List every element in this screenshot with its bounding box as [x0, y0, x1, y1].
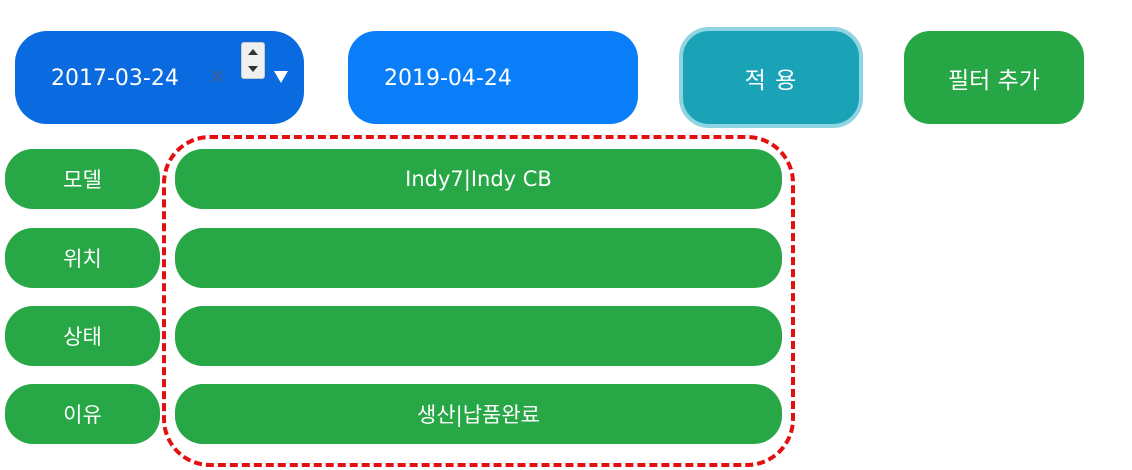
filter-value-location[interactable] — [175, 228, 782, 288]
filter-value-status[interactable] — [175, 306, 782, 366]
calendar-dropdown-icon[interactable] — [274, 71, 288, 83]
add-filter-button[interactable]: 필터 추가 — [904, 31, 1084, 124]
start-date-picker[interactable]: 2017-03-24 × — [15, 31, 304, 124]
filter-label-location[interactable]: 위치 — [5, 228, 160, 288]
end-date-picker[interactable]: 2019-04-24 — [348, 31, 638, 124]
start-date-value[interactable]: 2017-03-24 — [51, 66, 179, 91]
date-spinner[interactable] — [241, 42, 265, 79]
filter-value-reason[interactable]: 생산|납품완료 — [175, 384, 782, 444]
clear-date-icon[interactable]: × — [208, 64, 227, 89]
filter-label-reason[interactable]: 이유 — [5, 384, 160, 444]
apply-button[interactable]: 적 용 — [679, 27, 863, 128]
filter-label-model[interactable]: 모델 — [5, 149, 160, 209]
spin-up-icon[interactable] — [242, 43, 264, 61]
filter-value-model[interactable]: Indy7|Indy CB — [175, 149, 782, 209]
spin-down-icon[interactable] — [242, 61, 264, 79]
end-date-value[interactable]: 2019-04-24 — [384, 66, 512, 91]
filter-label-status[interactable]: 상태 — [5, 306, 160, 366]
